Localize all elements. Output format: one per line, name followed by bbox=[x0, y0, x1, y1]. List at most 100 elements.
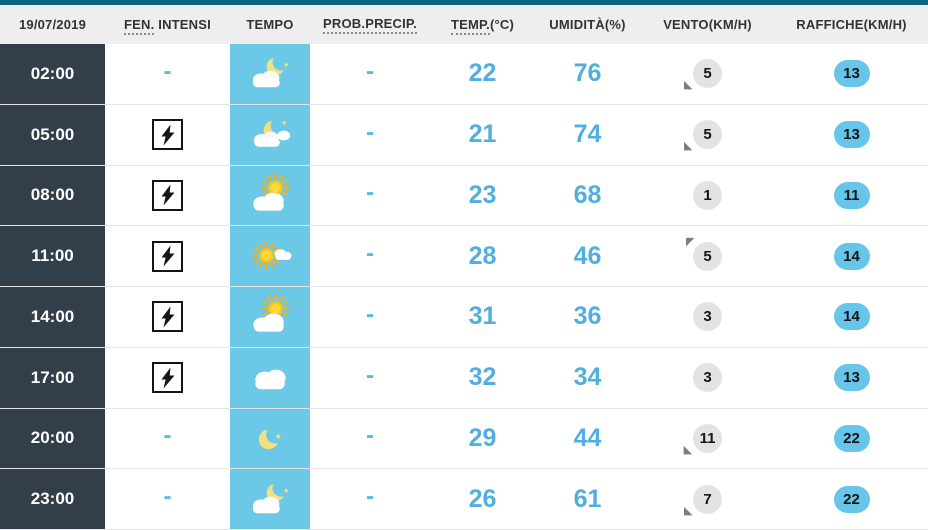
time-cell: 11:00 bbox=[0, 226, 105, 287]
humidity-cell: 68 bbox=[535, 166, 640, 227]
cloudy-icon bbox=[247, 354, 294, 401]
temperature-value: 23 bbox=[468, 180, 497, 209]
time-cell: 05:00 bbox=[0, 104, 105, 166]
tempo-cell bbox=[230, 226, 310, 287]
humidity-value: 46 bbox=[573, 241, 602, 270]
col-header-wind: VENTO(KM/H) bbox=[640, 5, 775, 44]
forecast-row: 08:00 - 23 68 1 11 bbox=[0, 165, 928, 227]
lightning-icon bbox=[152, 119, 183, 151]
fen-abbr-label[interactable]: FEN. bbox=[124, 17, 155, 35]
time-label: 14:00 bbox=[30, 306, 75, 326]
wind-arrow-down-left-icon: ◣ bbox=[683, 443, 693, 456]
time-cell: 08:00 bbox=[0, 165, 105, 227]
no-precip-dash: - bbox=[366, 179, 374, 207]
wind-cell: 3 bbox=[640, 287, 775, 348]
humidity-cell: 74 bbox=[535, 105, 640, 166]
wind-arrow-down-left-icon: ◣ bbox=[684, 140, 693, 153]
gust-speed-value: 14 bbox=[833, 303, 870, 331]
lightning-icon bbox=[152, 240, 183, 272]
prob-precip-cell: - bbox=[310, 348, 430, 409]
wind-badge: 3 bbox=[693, 363, 722, 393]
gusts-cell: 22 bbox=[775, 409, 928, 470]
temperature-cell: 23 bbox=[430, 166, 535, 227]
lightning-icon bbox=[152, 179, 183, 211]
wind-speed-value: 5 bbox=[693, 59, 722, 89]
humidity-value: 68 bbox=[573, 180, 602, 209]
top-accent-bar bbox=[0, 0, 928, 5]
wind-speed-value: 7 bbox=[693, 484, 722, 514]
fen-intensi-cell bbox=[105, 166, 230, 227]
prob-precip-cell: - bbox=[310, 287, 430, 348]
gust-speed-value: 13 bbox=[833, 121, 870, 149]
col-header-prob-precip[interactable]: PROB.PRECIP. bbox=[310, 5, 430, 44]
time-label: 05:00 bbox=[30, 124, 75, 144]
forecast-row: 05:00 - 21 74 ◣ 5 13 bbox=[0, 104, 928, 166]
col-header-tempo: TEMPO bbox=[230, 5, 310, 44]
wind-cell: ◣ 11 bbox=[640, 409, 775, 470]
temperature-cell: 21 bbox=[430, 105, 535, 166]
temperature-value: 28 bbox=[468, 241, 497, 270]
temperature-value: 31 bbox=[468, 302, 497, 331]
no-precip-dash: - bbox=[366, 422, 374, 450]
wind-cell: ◣ 5 bbox=[640, 44, 775, 105]
col-header-gusts: RAFFICHE(KM/H) bbox=[775, 5, 928, 44]
temp-abbr-label[interactable]: TEMP. bbox=[450, 17, 490, 35]
prob-label[interactable]: PROB.PRECIP. bbox=[323, 16, 417, 34]
wind-speed-value: 11 bbox=[692, 423, 723, 453]
no-precip-dash: - bbox=[366, 240, 374, 268]
fen-intensi-cell bbox=[105, 226, 230, 287]
forecast-row: 14:00 - 31 36 3 14 bbox=[0, 287, 928, 348]
wind-cell: ◣ 5 bbox=[640, 105, 775, 166]
col-header-temp[interactable]: TEMP.(°C) bbox=[430, 5, 535, 44]
time-label: 17:00 bbox=[30, 367, 75, 387]
time-cell: 17:00 bbox=[0, 347, 105, 409]
fen-intensi-cell: - bbox=[105, 409, 230, 470]
humidity-cell: 44 bbox=[535, 409, 640, 470]
col-header-fen-intensi[interactable]: FEN. INTENSI bbox=[105, 5, 230, 44]
time-cell: 02:00 bbox=[0, 44, 105, 105]
sun-behind-cloud-icon bbox=[247, 172, 294, 219]
wind-badge: ◣ 5 bbox=[684, 59, 722, 91]
temperature-cell: 31 bbox=[430, 287, 535, 348]
fen-intensi-cell bbox=[105, 105, 230, 166]
forecast-row: 11:00 - 28 46 ◤ 5 14 bbox=[0, 226, 928, 287]
gust-speed-value: 11 bbox=[833, 181, 870, 209]
humidity-value: 74 bbox=[573, 120, 602, 149]
time-cell: 20:00 bbox=[0, 408, 105, 470]
tempo-cell bbox=[230, 347, 310, 409]
lightning-icon bbox=[152, 362, 183, 394]
temperature-cell: 26 bbox=[430, 469, 535, 530]
tempo-cell bbox=[230, 104, 310, 166]
prob-precip-cell: - bbox=[310, 409, 430, 470]
humidity-value: 61 bbox=[573, 484, 602, 513]
humidity-cell: 76 bbox=[535, 44, 640, 105]
no-precip-dash: - bbox=[366, 57, 374, 85]
forecast-row: 17:00 - 32 34 3 13 bbox=[0, 347, 928, 409]
fen-rest-label: INTENSI bbox=[154, 17, 211, 32]
wind-badge: ◤ 5 bbox=[686, 236, 722, 271]
forecast-rows: 02:00 - - 22 76 ◣ 5 13 05:00 bbox=[0, 44, 928, 530]
tempo-cell bbox=[230, 44, 310, 105]
prob-precip-cell: - bbox=[310, 105, 430, 166]
gust-speed-value: 13 bbox=[833, 364, 870, 392]
time-label: 20:00 bbox=[30, 428, 75, 448]
tempo-cell bbox=[230, 469, 310, 530]
fen-intensi-cell: - bbox=[105, 44, 230, 105]
wind-cell: 3 bbox=[640, 348, 775, 409]
date-label: 19/07/2019 bbox=[18, 17, 87, 32]
no-phenomena-dash: - bbox=[163, 483, 172, 511]
time-label: 08:00 bbox=[30, 185, 75, 205]
wind-cell: 1 bbox=[640, 166, 775, 227]
night-partly-cloudy-icon bbox=[247, 50, 294, 97]
humidity-label: UMIDITÀ(%) bbox=[549, 17, 626, 32]
fen-intensi-cell: - bbox=[105, 469, 230, 530]
wind-cell: ◣ 7 bbox=[640, 469, 775, 530]
fen-intensi-cell bbox=[105, 348, 230, 409]
wind-speed-value: 3 bbox=[693, 302, 722, 332]
sun-behind-cloud-icon bbox=[247, 293, 294, 340]
no-precip-dash: - bbox=[366, 361, 374, 389]
tempo-cell bbox=[230, 408, 310, 470]
prob-precip-cell: - bbox=[310, 469, 430, 530]
sun-small-cloud-icon bbox=[247, 233, 294, 280]
